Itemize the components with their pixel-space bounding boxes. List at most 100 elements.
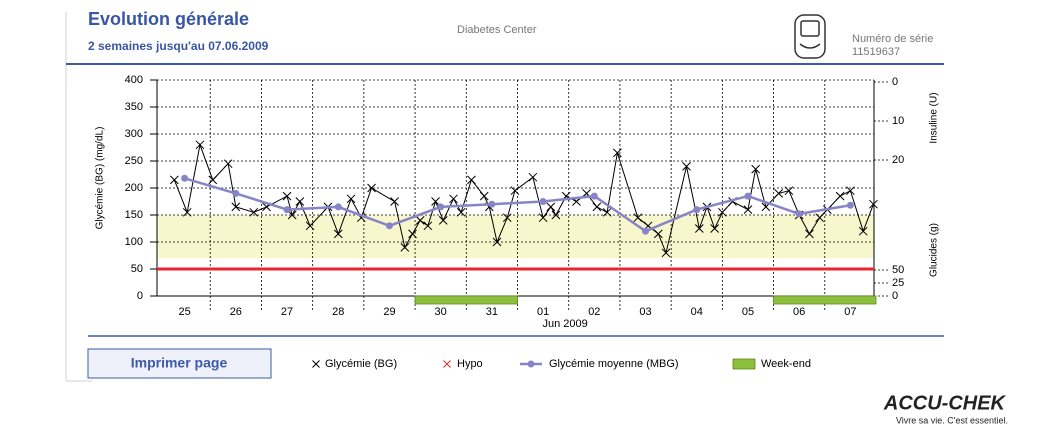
y2-tick-label: 0 — [892, 76, 898, 88]
serial-number: 11519637 — [852, 46, 900, 58]
y-tick-label: 50 — [131, 263, 143, 275]
legend-label: Glycémie (BG) — [325, 358, 397, 370]
bg-marker — [170, 175, 179, 185]
x-tick-label: 05 — [742, 306, 754, 318]
bg-marker — [408, 229, 417, 239]
mbg-marker — [590, 192, 598, 200]
y-tick-label: 200 — [125, 182, 143, 194]
bg-marker — [295, 197, 305, 206]
bg-marker — [449, 194, 458, 204]
bg-marker — [231, 202, 241, 212]
serial-label: Numéro de série — [852, 33, 933, 45]
device-icon — [794, 14, 826, 59]
x-tick-label: 30 — [435, 306, 447, 318]
bg-marker — [423, 221, 433, 231]
y-tick-label: 0 — [137, 290, 143, 302]
y-tick-label: 150 — [125, 209, 143, 221]
bg-marker — [538, 213, 548, 223]
page-title: Evolution générale — [88, 9, 249, 29]
print-button[interactable]: Imprimer page — [87, 348, 272, 379]
x-tick-label: 07 — [844, 306, 856, 318]
x-tick-label: 26 — [230, 306, 242, 318]
page-subtitle: 2 semaines jusqu'au 07.06.2009 — [88, 39, 269, 53]
bg-marker — [367, 183, 376, 193]
bg-marker — [661, 248, 671, 258]
bg-marker — [784, 186, 794, 196]
legend-icon — [312, 360, 320, 368]
legend-label: Glycémie moyenne (MBG) — [549, 358, 679, 370]
legend-icon — [732, 358, 756, 370]
series-line — [184, 177, 851, 233]
y2-axis-title: Insuline (U) — [929, 92, 940, 143]
mbg-marker — [181, 174, 189, 182]
bg-marker — [467, 175, 476, 185]
bg-marker — [718, 207, 727, 217]
y2-tick-label: 20 — [892, 154, 904, 166]
mbg-marker — [846, 201, 854, 209]
print-button-label[interactable]: Imprimer page — [131, 355, 228, 371]
y-tick-label: 300 — [125, 128, 143, 140]
y-axis-title: Glycémie (BG) (mg/dL) — [95, 127, 106, 230]
x-caption: Jun 2009 — [542, 318, 587, 330]
bg-marker — [869, 199, 878, 209]
brand-tagline: Vivre sa vie. C'est essentiel. — [896, 415, 1008, 425]
weekend-bar — [414, 295, 518, 305]
bg-marker — [333, 229, 343, 239]
legend-label: Hypo — [457, 358, 483, 370]
legend-icon — [527, 360, 535, 368]
bg-marker — [346, 194, 356, 204]
bg-marker — [633, 213, 643, 223]
bg-marker — [479, 191, 489, 201]
bg-marker — [431, 197, 440, 206]
bg-marker — [208, 175, 218, 185]
bg-marker — [710, 224, 720, 233]
mbg-marker — [437, 203, 445, 211]
x-tick-label: 29 — [383, 306, 395, 318]
bg-marker — [858, 226, 868, 236]
bg-marker — [613, 148, 622, 158]
mbg-marker — [232, 189, 240, 197]
bg-marker — [682, 162, 691, 171]
mbg-marker — [283, 206, 291, 214]
bg-marker — [653, 229, 663, 239]
y-tick-label: 100 — [125, 236, 143, 248]
print-button-box[interactable] — [87, 348, 272, 379]
mbg-marker — [744, 192, 752, 200]
bg-marker — [551, 210, 561, 220]
x-tick-label: 04 — [691, 306, 703, 318]
center-name: Diabetes Center — [457, 24, 537, 36]
bg-marker — [400, 243, 410, 252]
x-tick-label: 02 — [588, 306, 600, 318]
bg-marker — [438, 216, 448, 225]
bg-marker — [510, 186, 520, 196]
x-tick-label: 27 — [281, 306, 293, 318]
bg-marker — [815, 213, 825, 223]
y2-tick-label: 10 — [892, 115, 904, 127]
x-tick-label: 03 — [639, 306, 651, 318]
bg-marker — [305, 221, 315, 231]
bg-marker — [502, 213, 512, 223]
target-band — [157, 215, 874, 259]
bg-marker — [415, 216, 425, 225]
bg-marker — [390, 197, 399, 206]
bg-marker — [846, 186, 855, 196]
bg-marker — [774, 189, 784, 198]
bg-marker — [835, 191, 845, 201]
mbg-marker — [693, 206, 701, 214]
y-tick-label: 400 — [125, 74, 143, 86]
bg-marker — [282, 191, 292, 201]
mbg-marker — [385, 222, 393, 230]
weekend-bar — [773, 295, 877, 305]
y3-tick-label: 50 — [892, 264, 904, 276]
mbg-marker — [795, 210, 803, 218]
bg-marker — [751, 164, 760, 174]
mbg-marker — [539, 198, 547, 205]
mbg-marker — [334, 203, 342, 211]
mbg-marker — [488, 200, 496, 208]
y3-axis-title: Glucides (g) — [929, 223, 940, 277]
y3-tick-label: 0 — [892, 290, 898, 302]
mbg-marker — [642, 227, 650, 235]
y-tick-label: 350 — [125, 101, 143, 113]
